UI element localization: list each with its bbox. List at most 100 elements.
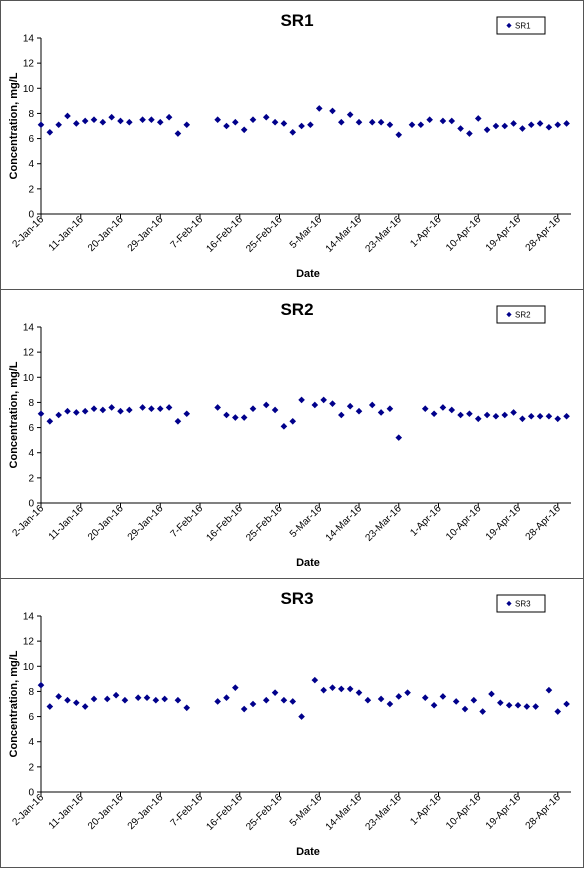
data-point bbox=[37, 410, 45, 418]
data-point bbox=[355, 118, 363, 126]
x-tick-label: 11-Jan-16 bbox=[47, 792, 86, 831]
data-point bbox=[214, 698, 221, 705]
x-tick-label: 1-Apr-16 bbox=[408, 792, 444, 828]
data-point bbox=[329, 400, 336, 407]
data-point bbox=[320, 396, 327, 404]
data-point bbox=[298, 396, 305, 404]
data-point bbox=[139, 116, 146, 124]
data-point bbox=[108, 113, 115, 121]
data-point bbox=[64, 696, 71, 704]
data-point bbox=[315, 105, 323, 112]
x-tick-label: 14-Mar-16 bbox=[324, 503, 365, 544]
data-point bbox=[223, 694, 230, 702]
data-point bbox=[81, 703, 89, 710]
data-point bbox=[280, 696, 288, 704]
data-point bbox=[271, 689, 279, 696]
data-point bbox=[280, 120, 288, 127]
x-tick-label: 28-Apr-16 bbox=[524, 792, 564, 832]
y-tick-label: 4 bbox=[28, 448, 34, 459]
data-point bbox=[174, 130, 182, 137]
data-point bbox=[262, 401, 270, 409]
y-tick-label: 4 bbox=[28, 159, 34, 170]
data-point bbox=[240, 705, 248, 713]
data-point bbox=[232, 118, 239, 126]
legend-box bbox=[496, 16, 546, 35]
chart-title: SR1 bbox=[280, 11, 313, 30]
x-tick-label: 7-Feb-16 bbox=[169, 214, 206, 251]
data-point bbox=[430, 410, 438, 418]
data-point bbox=[152, 696, 160, 704]
data-point bbox=[271, 406, 279, 414]
y-axis-label: Concentration, mg/L bbox=[8, 72, 20, 179]
data-point bbox=[457, 411, 464, 419]
data-point bbox=[452, 698, 460, 705]
data-point bbox=[37, 681, 45, 689]
data-point bbox=[536, 120, 544, 127]
x-tick-label: 16-Feb-16 bbox=[204, 503, 245, 544]
data-point bbox=[232, 414, 239, 421]
data-point bbox=[90, 405, 98, 413]
data-point bbox=[161, 695, 168, 703]
data-point bbox=[514, 701, 522, 709]
x-tick-label: 11-Jan-16 bbox=[47, 503, 86, 542]
x-axis-label: Date bbox=[296, 846, 320, 858]
data-point bbox=[563, 700, 570, 708]
x-tick-label: 23-Mar-16 bbox=[363, 214, 404, 255]
data-point bbox=[386, 405, 394, 413]
data-point bbox=[148, 116, 155, 124]
data-point bbox=[510, 409, 517, 416]
y-tick-label: 10 bbox=[23, 373, 35, 384]
data-point bbox=[483, 126, 491, 134]
data-point bbox=[99, 118, 107, 126]
x-tick-label: 19-Apr-16 bbox=[484, 503, 524, 543]
data-point bbox=[510, 120, 517, 127]
data-point bbox=[355, 689, 363, 696]
x-axis-label: Date bbox=[296, 268, 320, 280]
data-point bbox=[377, 118, 385, 126]
x-tick-label: 7-Feb-16 bbox=[169, 503, 206, 540]
data-point bbox=[554, 708, 562, 715]
legend-label: SR2 bbox=[515, 311, 531, 320]
data-point bbox=[156, 118, 164, 126]
x-tick-label: 19-Apr-16 bbox=[484, 792, 524, 832]
data-point bbox=[430, 701, 438, 709]
y-tick-label: 4 bbox=[28, 737, 34, 748]
data-point bbox=[470, 696, 478, 704]
data-point bbox=[81, 117, 89, 125]
data-point bbox=[81, 407, 89, 415]
data-point bbox=[386, 121, 394, 129]
data-point bbox=[545, 123, 553, 131]
x-tick-label: 29-Jan-16 bbox=[126, 214, 166, 254]
data-point bbox=[492, 122, 500, 130]
data-point bbox=[73, 120, 80, 127]
data-point bbox=[73, 699, 80, 707]
data-point bbox=[223, 411, 230, 419]
legend-marker bbox=[506, 22, 512, 29]
chart-title: SR3 bbox=[280, 589, 313, 608]
y-tick-label: 14 bbox=[23, 34, 35, 45]
data-point bbox=[249, 700, 257, 708]
y-tick-label: 12 bbox=[23, 637, 35, 648]
data-point bbox=[408, 121, 416, 129]
data-point bbox=[46, 703, 54, 710]
chart-title: SR2 bbox=[280, 300, 313, 319]
x-tick-label: 19-Apr-16 bbox=[484, 214, 524, 254]
x-tick-label: 25-Feb-16 bbox=[244, 214, 285, 255]
data-point bbox=[307, 121, 314, 129]
data-point bbox=[73, 409, 80, 416]
x-tick-label: 1-Apr-16 bbox=[408, 503, 444, 539]
data-point bbox=[280, 423, 288, 430]
legend-box bbox=[496, 305, 546, 324]
data-point bbox=[448, 406, 456, 414]
y-tick-label: 0 bbox=[28, 788, 34, 799]
data-point bbox=[338, 411, 345, 419]
data-point bbox=[395, 693, 403, 700]
y-tick-label: 6 bbox=[28, 712, 34, 723]
data-point bbox=[505, 701, 513, 709]
x-tick-label: 11-Jan-16 bbox=[47, 214, 86, 253]
data-point bbox=[395, 434, 403, 441]
y-tick-label: 12 bbox=[23, 348, 35, 359]
data-point bbox=[223, 122, 230, 130]
data-point bbox=[532, 703, 539, 710]
